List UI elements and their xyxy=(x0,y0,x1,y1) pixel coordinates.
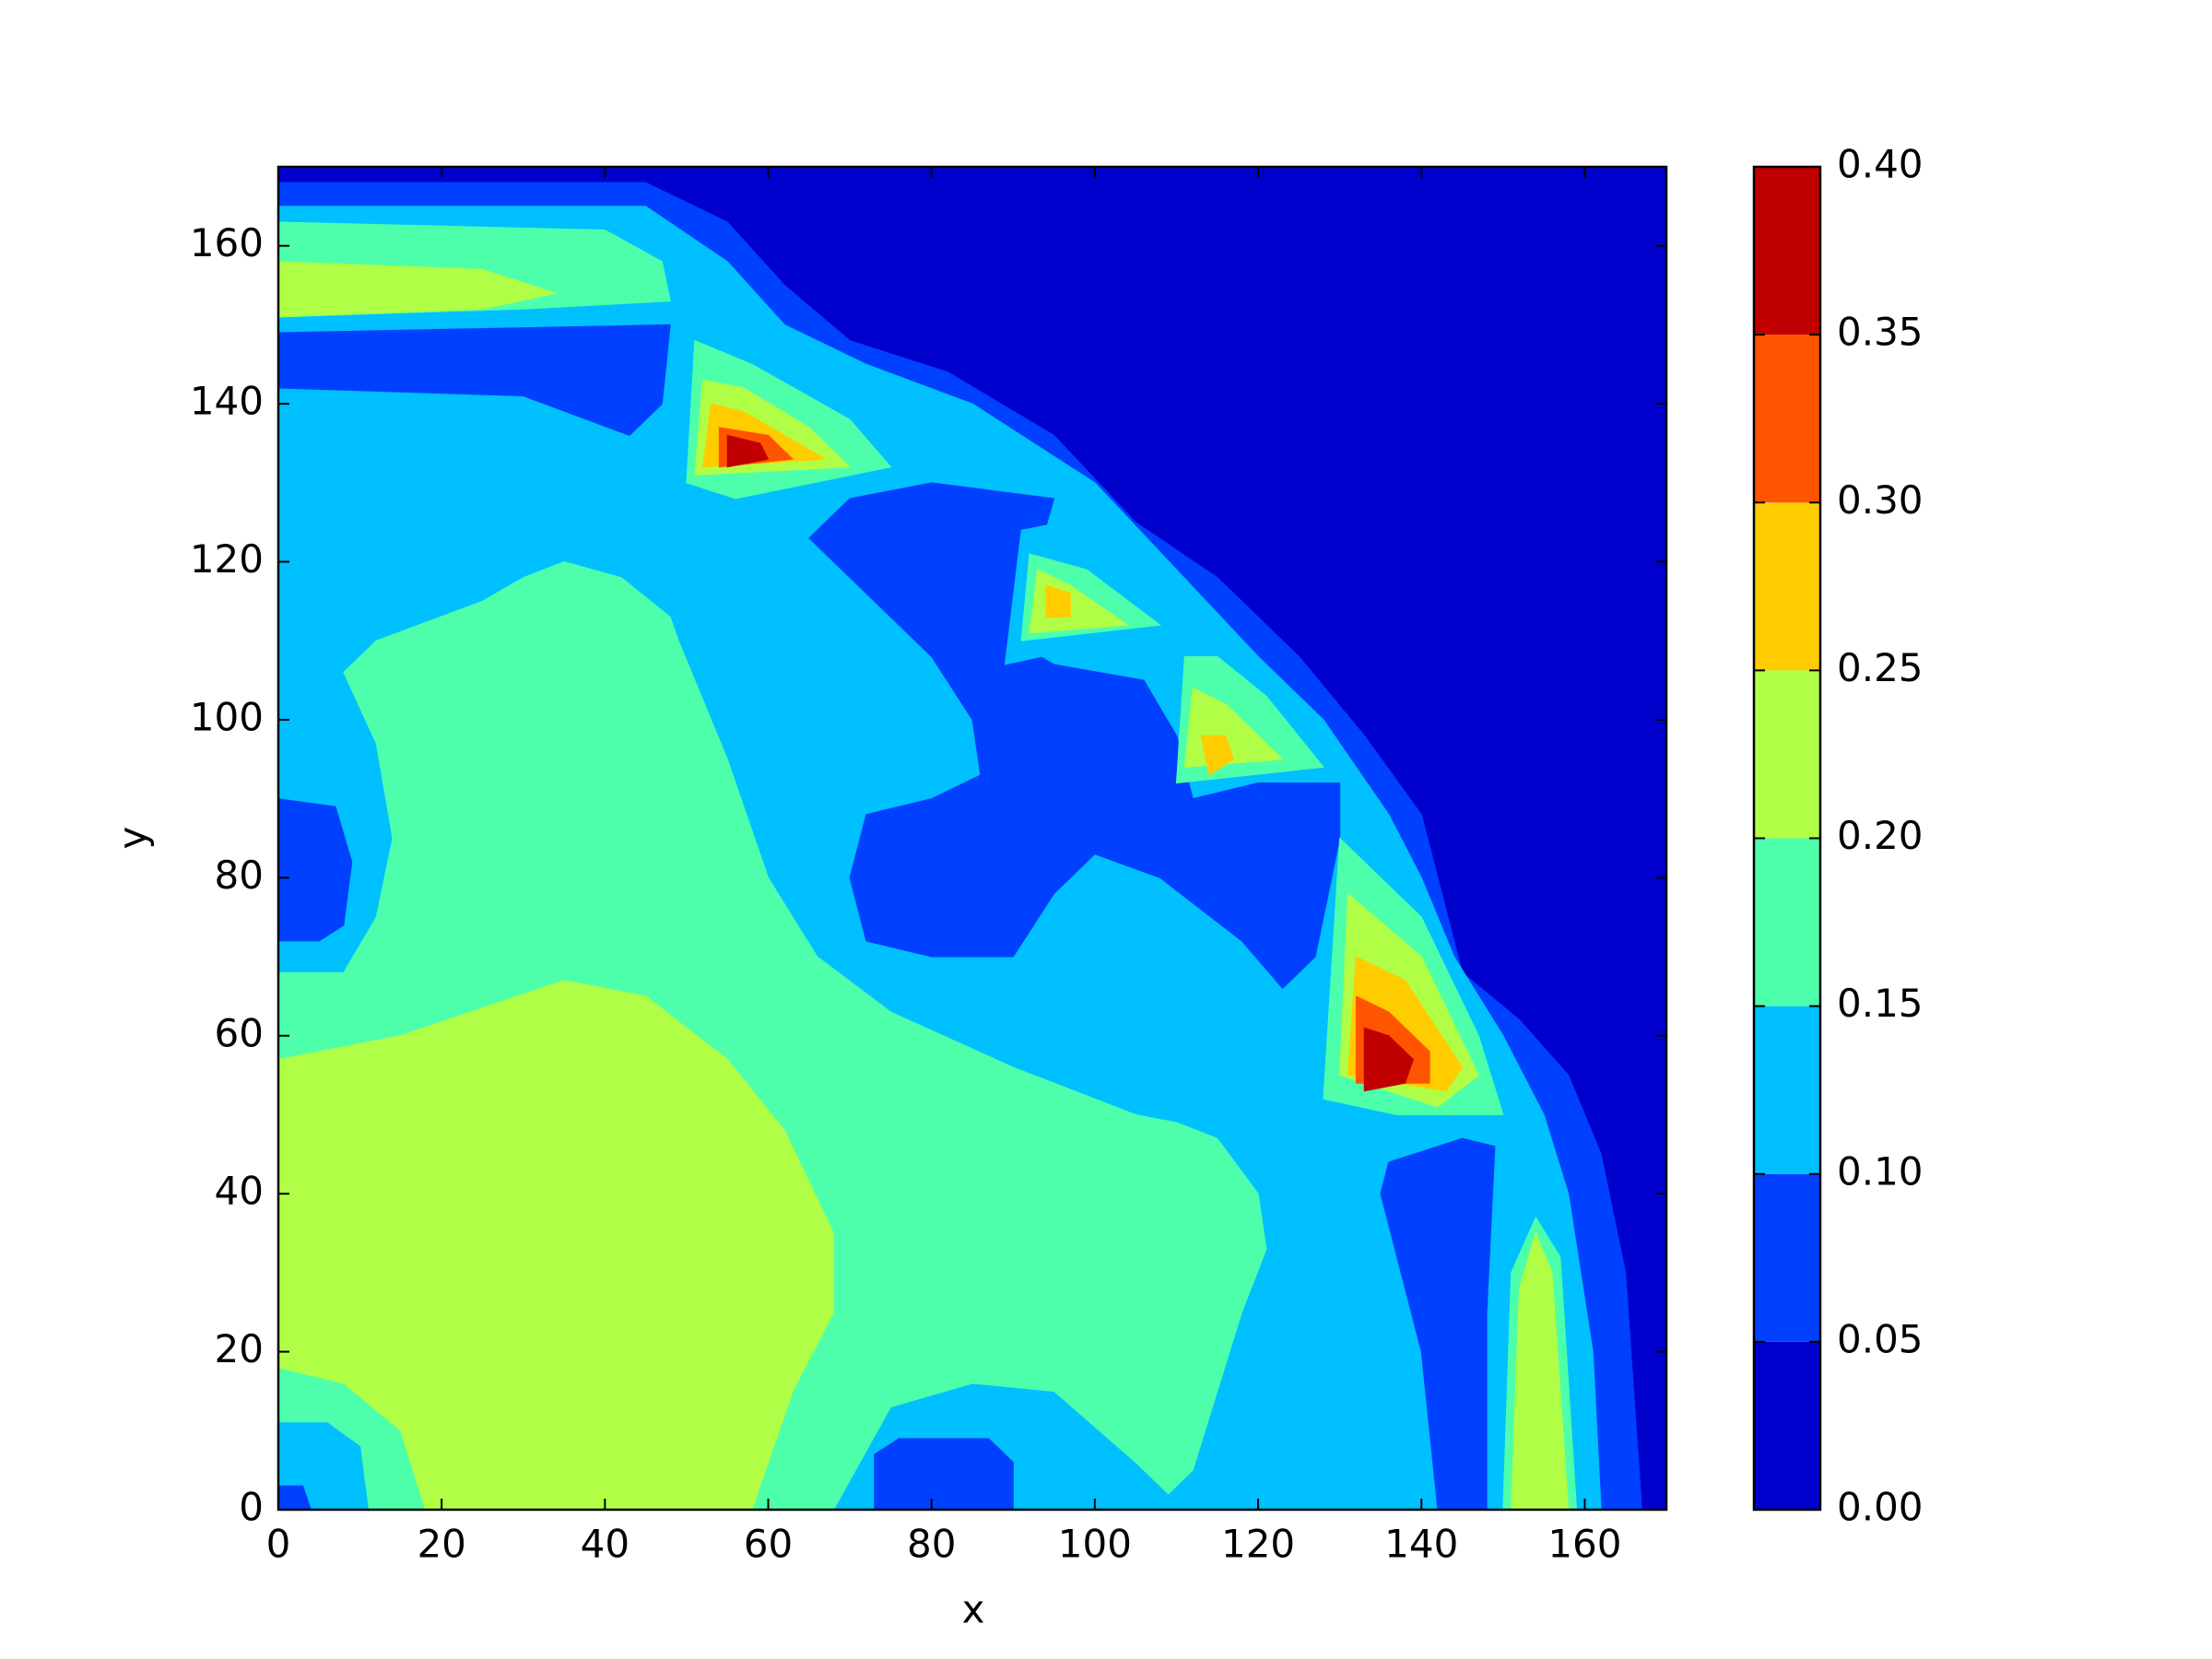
colorbar-band xyxy=(1754,1006,1820,1174)
colorbar-band xyxy=(1754,335,1820,503)
x-tick-label: 100 xyxy=(1058,1522,1132,1567)
y-tick-label: 40 xyxy=(215,1169,264,1214)
x-tick-label: 80 xyxy=(907,1522,956,1567)
x-tick-label: 40 xyxy=(581,1522,629,1567)
y-tick-label: 60 xyxy=(215,1010,264,1055)
colorbar-tick-label: 0.10 xyxy=(1837,1148,1924,1194)
colorbar-tick-label: 0.15 xyxy=(1837,981,1924,1026)
colorbar-band xyxy=(1754,1341,1820,1510)
x-tick-label: 160 xyxy=(1547,1522,1621,1567)
contour-region xyxy=(874,1438,1014,1511)
x-tick-label: 20 xyxy=(417,1522,465,1567)
colorbar-tick-label: 0.40 xyxy=(1837,142,1924,187)
x-tick-label: 0 xyxy=(266,1522,291,1567)
y-tick-label: 120 xyxy=(190,536,264,582)
contour-region xyxy=(1045,584,1071,618)
colorbar-tick-label: 0.35 xyxy=(1837,310,1924,355)
x-tick-label: 120 xyxy=(1221,1522,1295,1567)
colorbar-tick-label: 0.30 xyxy=(1837,477,1924,523)
contour-region xyxy=(1380,1137,1496,1511)
y-tick-label: 160 xyxy=(190,220,264,265)
contour-region xyxy=(277,980,834,1511)
x-tick-label: 140 xyxy=(1384,1522,1458,1567)
colorbar-band xyxy=(1754,502,1820,671)
colorbar-tick-label: 0.20 xyxy=(1837,813,1924,858)
colorbar-band xyxy=(1754,1173,1820,1342)
x-axis-label: x xyxy=(962,1587,985,1632)
contour-region xyxy=(726,434,770,468)
y-tick-label: 20 xyxy=(215,1326,264,1371)
contour-region xyxy=(1363,1027,1414,1092)
plot-frame xyxy=(276,165,1668,1512)
colorbar-band xyxy=(1754,670,1820,839)
colorbar-band xyxy=(1754,838,1820,1006)
y-tick-label: 80 xyxy=(215,853,264,898)
colorbar-tick-label: 0.05 xyxy=(1837,1316,1924,1361)
y-axis-label: y xyxy=(111,827,156,850)
y-tick-label: 140 xyxy=(190,379,264,424)
colorbar-tick-label: 0.00 xyxy=(1837,1485,1924,1530)
x-tick-label: 60 xyxy=(744,1522,793,1567)
contour-region xyxy=(1200,735,1235,776)
y-tick-label: 0 xyxy=(239,1485,264,1530)
colorbar-band xyxy=(1754,167,1820,335)
colorbar-tick-label: 0.25 xyxy=(1837,645,1924,690)
y-tick-label: 100 xyxy=(190,694,264,739)
